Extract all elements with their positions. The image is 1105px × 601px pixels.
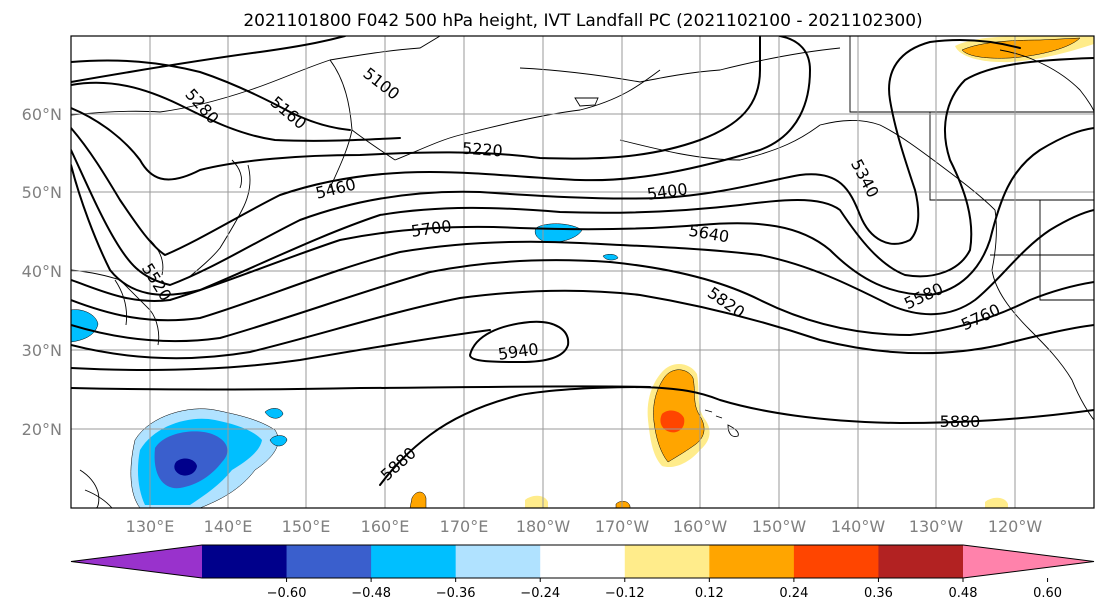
colorbar: −0.60 −0.48 −0.36 −0.24 −0.12 0.12 0.24 0.36 0.4… [70,544,1095,601]
lon-label: 160°W [673,517,728,536]
colorbar-tick-label: −0.48 [351,586,391,601]
ivt-negative-region-core [174,458,197,476]
lat-label: 40°N [22,262,62,281]
colorbar-segment [793,545,879,578]
colorbar-tick-label: 0.12 [695,586,724,601]
lon-label: 140°W [831,517,886,536]
colorbar-segment [709,545,795,578]
figure-title: 2021101800 F042 500 hPa height, IVT Land… [243,11,922,31]
contour-line [71,36,346,83]
colorbar-tick-label: −0.24 [520,586,560,601]
map-border [70,35,1095,509]
latitude-labels: 60°N 50°N 40°N 30°N 20°N [22,105,62,439]
colorbar-tick-label: −0.60 [267,586,307,601]
contour-label: 5220 [461,139,503,161]
contour-line [71,320,570,371]
contour-line [71,59,351,131]
lat-label: 60°N [22,105,62,124]
lat-label: 20°N [22,420,62,439]
colorbar-extend-low [71,545,202,578]
colorbar-tick-label: −0.12 [605,586,645,601]
colorbar-tick-label: 0.24 [779,586,808,601]
colorbar-outline [70,544,1095,579]
colorbar-tick-label: −0.36 [436,586,476,601]
lat-label: 50°N [22,183,62,202]
colorbar-segment [624,545,710,578]
colorbar-tick-label: 0.60 [1033,586,1062,601]
colorbar-tick-label: 0.36 [864,586,893,601]
colorbar-segment [202,545,288,578]
contour-line [71,259,1094,343]
lon-label: 120°W [988,517,1043,536]
colorbar-segment [540,545,626,578]
lon-label: 150°E [282,517,331,536]
colorbar-extend-high [963,545,1094,578]
contour-line [71,289,1094,360]
contour-line [71,385,1094,424]
lat-label: 30°N [22,341,62,360]
contour-line [71,39,1021,286]
colorbar-segment [371,545,457,578]
ivt-positive-region-strong [660,410,685,433]
lon-label: 150°W [752,517,807,536]
contour-line [71,81,401,142]
height-contours [71,36,1094,486]
lon-label: 140°E [204,517,253,536]
contour-line [379,386,651,486]
colorbar-segment [286,545,372,578]
colorbar-tick-label: 0.48 [949,586,978,601]
colorbar-segment [455,545,541,578]
colorbar-segment [878,545,964,578]
contour-line [71,127,1094,302]
lon-label: 180°W [516,517,571,536]
lon-label: 130°E [126,517,175,536]
contour-line [71,36,762,181]
contour-line [71,36,811,256]
longitude-labels: 130°E 140°E 150°E 160°E 170°E 180°W 170°… [126,517,1043,536]
lon-label: 170°E [440,517,489,536]
lon-label: 160°E [361,517,410,536]
map-panel: 5100 5160 5280 5220 5460 5400 5340 5700 … [71,36,1094,508]
lon-label: 130°W [909,517,964,536]
contour-line [71,209,1094,322]
contour-label: 5880 [940,412,981,431]
lon-label: 170°W [595,517,650,536]
